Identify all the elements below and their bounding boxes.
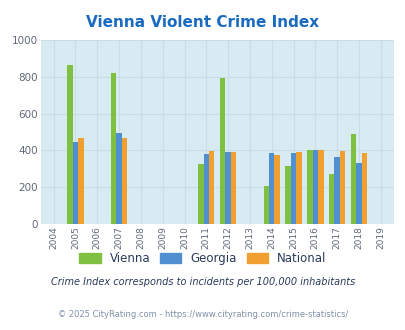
Text: Crime Index corresponds to incidents per 100,000 inhabitants: Crime Index corresponds to incidents per… <box>51 278 354 287</box>
Bar <box>307 149 312 224</box>
Bar <box>203 154 209 224</box>
Bar <box>274 155 279 224</box>
Bar <box>209 151 214 224</box>
Bar <box>317 150 323 224</box>
Bar <box>334 157 339 224</box>
Bar <box>285 166 290 224</box>
Bar <box>111 73 116 224</box>
Text: Vienna Violent Crime Index: Vienna Violent Crime Index <box>86 15 319 30</box>
Bar <box>198 164 203 224</box>
Bar <box>296 152 301 224</box>
Bar <box>78 139 83 224</box>
Bar <box>225 152 230 224</box>
Text: © 2025 CityRating.com - https://www.cityrating.com/crime-statistics/: © 2025 CityRating.com - https://www.city… <box>58 311 347 319</box>
Bar <box>263 185 269 224</box>
Bar <box>67 65 72 224</box>
Bar <box>230 152 236 224</box>
Bar <box>269 153 274 224</box>
Bar <box>220 79 225 224</box>
Legend: Vienna, Georgia, National: Vienna, Georgia, National <box>76 248 329 269</box>
Bar <box>122 139 127 224</box>
Bar <box>116 133 121 224</box>
Bar <box>72 142 78 224</box>
Bar <box>350 134 355 224</box>
Bar <box>355 163 361 224</box>
Bar <box>361 153 366 224</box>
Bar <box>339 151 345 224</box>
Bar <box>312 149 317 224</box>
Bar <box>290 153 296 224</box>
Bar <box>328 174 334 224</box>
